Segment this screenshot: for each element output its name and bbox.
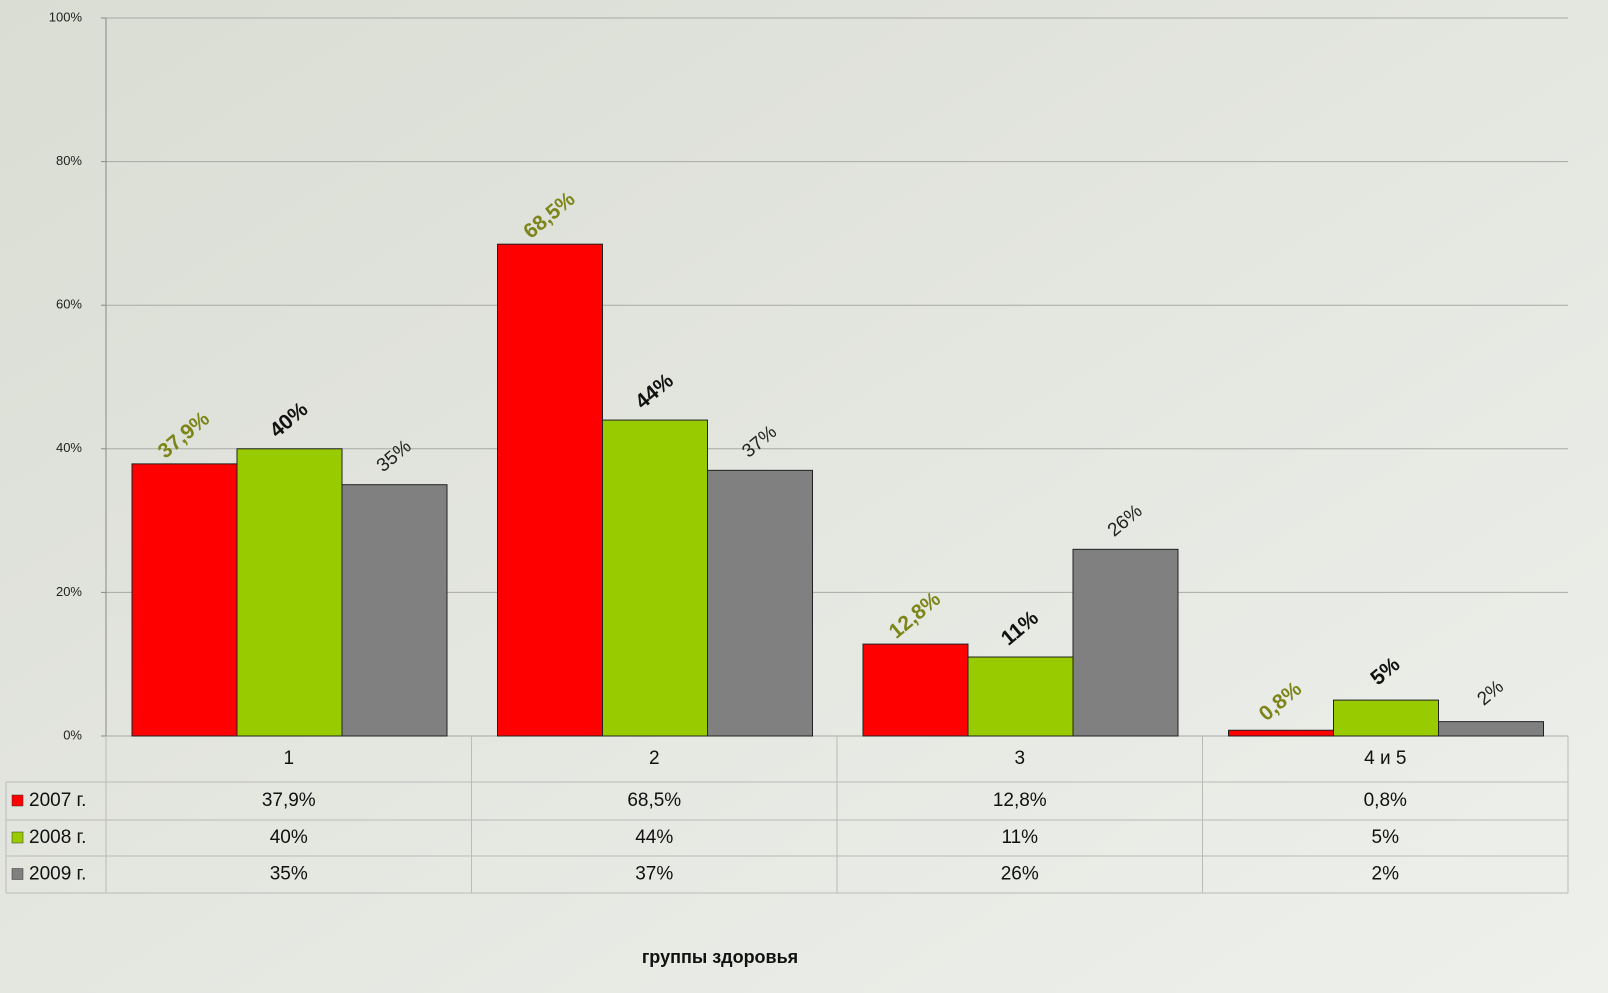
table-cell: 0,8%: [1364, 790, 1407, 811]
y-tick-label: 40%: [56, 440, 82, 455]
bar: [237, 449, 342, 736]
table-cell: 2%: [1372, 864, 1400, 885]
bar: [968, 657, 1073, 736]
bar: [498, 244, 603, 736]
x-tick-label: 3: [1014, 748, 1025, 769]
table-cell: 12,8%: [993, 790, 1047, 811]
y-tick-label: 60%: [56, 297, 82, 312]
bar: [1229, 730, 1334, 736]
x-tick-label: 2: [649, 748, 660, 769]
table-cell: 37%: [635, 864, 673, 885]
table-cell: 11%: [1001, 827, 1038, 848]
bar: [1334, 700, 1439, 736]
x-tick-label: 4 и 5: [1364, 748, 1406, 769]
y-tick-label: 80%: [56, 153, 82, 168]
y-tick-label: 20%: [56, 584, 82, 599]
chart: группы здоровья 0% 20% 40% 60% 80% 100% 1 2 3 4 и…: [0, 0, 1608, 993]
y-tick-label: 100%: [49, 9, 83, 24]
table-cell: 40%: [270, 827, 308, 848]
legend-swatch: [12, 869, 23, 880]
table-cell: 26%: [1001, 864, 1039, 885]
table-cell: 5%: [1372, 827, 1400, 848]
legend-label: 2007 г.: [29, 790, 86, 811]
table-cell: 68,5%: [627, 790, 681, 811]
legend-swatch: [12, 795, 23, 806]
table-cell: 37,9%: [262, 790, 316, 811]
bar: [1073, 549, 1178, 736]
bar: [132, 464, 237, 736]
legend-swatch: [12, 832, 23, 843]
table-cell: 44%: [635, 827, 673, 848]
x-axis-title: группы здоровья: [642, 947, 798, 967]
bar: [342, 485, 447, 736]
bar: [603, 420, 708, 736]
table-cell: 35%: [270, 864, 308, 885]
bar: [863, 644, 968, 736]
legend-label: 2009 г.: [29, 864, 86, 885]
bar: [1439, 722, 1544, 736]
legend-label: 2008 г.: [29, 827, 86, 848]
x-tick-label: 1: [283, 748, 294, 769]
bar: [708, 470, 813, 736]
y-tick-label: 0%: [63, 727, 82, 742]
